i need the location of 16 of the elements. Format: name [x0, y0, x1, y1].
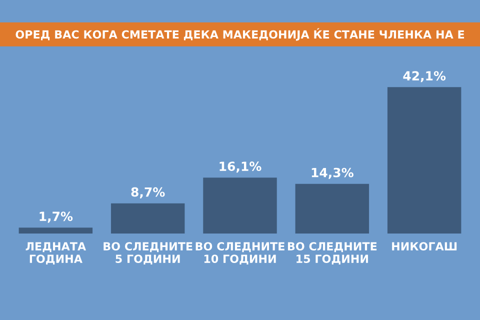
data-label: 8,7% [131, 187, 165, 198]
x-tick-label: НИКОГАШ [392, 242, 457, 251]
bar [295, 184, 370, 234]
data-label: 42,1% [403, 71, 446, 82]
x-tick-label: ВО СЛЕДНИТЕ 10 ГОДИНИ [196, 242, 284, 265]
bar [203, 178, 277, 234]
data-label: 14,3% [312, 168, 354, 179]
bar [18, 228, 93, 234]
data-label: 1,7% [40, 212, 73, 223]
bar [110, 203, 185, 234]
x-tick-label: ЛЕДНАТА ГОДИНА [26, 242, 86, 265]
x-tick-label: ВО СЛЕДНИТЕ 15 ГОДИНИ [288, 242, 377, 265]
chart-title: ОРЕД ВАС КОГА СМЕТАТЕ ДЕКА МАКЕДОНИЈА ЌЕ СТАНЕ ЧЛЕНКА НА Е [16, 28, 464, 41]
data-label: 16,1% [220, 162, 262, 173]
x-tick-label: ВО СЛЕДНИТЕ 5 ГОДИНИ [104, 242, 192, 265]
bar [387, 87, 462, 234]
